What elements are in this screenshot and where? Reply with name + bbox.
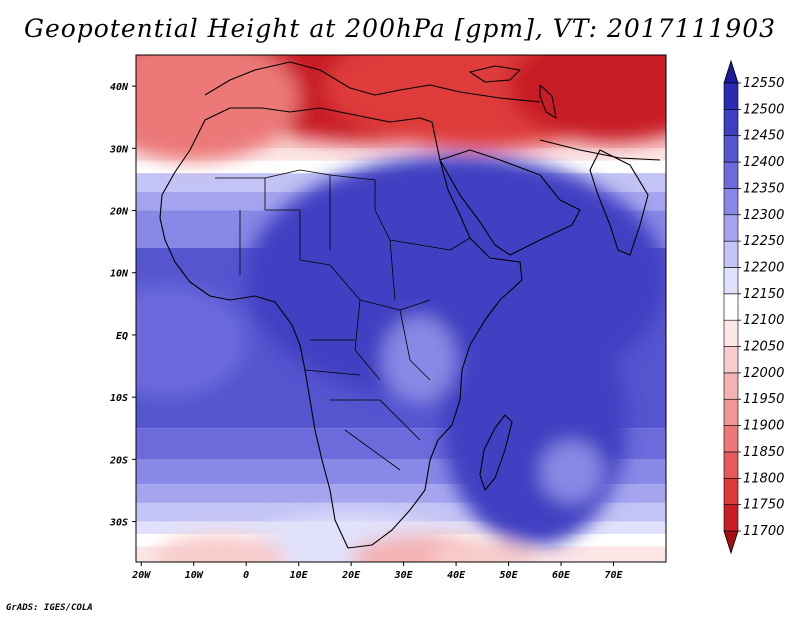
colorbar-max-arrow (723, 59, 739, 84)
iran-coastline (539, 139, 661, 161)
colorbar-segment (723, 188, 739, 216)
lon-tick-label: 20W (131, 570, 151, 581)
longitude-axis: 20W 10W 0 10E 20E 30E 40E 50E 60E 70E (131, 562, 624, 581)
colorbar-label: 12000 (743, 366, 784, 381)
lon-tick-label: 10E (290, 570, 309, 581)
colorbar-segment (723, 161, 739, 189)
lat-tick-label: 10N (110, 269, 129, 280)
arabia-coastline (439, 149, 581, 256)
colorbar-segment (723, 398, 739, 426)
colorbar-label: 12350 (743, 181, 784, 196)
africa-coastline (159, 107, 523, 549)
lon-tick-label: 40E (447, 570, 466, 581)
colorbar: 11700 11750 11800 11850 11900 11950 12000 12050… (723, 59, 784, 555)
lat-tick-label: 10S (110, 393, 128, 404)
india-coastline (589, 149, 649, 256)
madagascar-coastline (479, 414, 513, 491)
colorbar-segment (723, 109, 739, 137)
colorbar-label: 12050 (743, 340, 784, 355)
lon-tick-label: 70E (604, 570, 623, 581)
height-anomaly (382, 316, 457, 404)
colorbar-segment (723, 477, 739, 505)
colorbar-segment (723, 214, 739, 242)
caspian-coastline (469, 65, 557, 119)
colorbar-label: 12450 (743, 129, 784, 144)
latitude-axis: 40N 30N 20N 10N EQ 10S 20S 30S (109, 82, 136, 529)
height-field (136, 55, 666, 562)
height-anomaly (154, 534, 286, 562)
colorbar-label: 12500 (743, 102, 784, 117)
lat-tick-label: 30N (109, 144, 129, 155)
colorbar-label: 12100 (743, 313, 784, 328)
colorbar-segment (723, 82, 739, 110)
height-anomaly (540, 440, 604, 503)
lat-tick-label: 20S (109, 455, 128, 466)
lat-tick-label: EQ (116, 331, 128, 342)
lon-tick-label: 0 (243, 570, 249, 581)
colorbar-label: 11700 (743, 524, 784, 539)
grads-credit: GrADS: IGES/COLA (6, 603, 93, 613)
map-frame (135, 54, 667, 563)
colorbar-label: 12550 (743, 76, 784, 91)
height-band (136, 148, 666, 161)
lat-tick-label: 20N (109, 207, 129, 218)
lon-tick-label: 50E (500, 570, 519, 581)
lon-tick-label: 60E (552, 570, 571, 581)
geopotential-map: 20W 10W 0 10E 20E 30E 40E 50E 60E 70E 40N 30N 20N 10… (109, 54, 784, 581)
colorbar-label: 11750 (743, 498, 784, 513)
europe-coastline (204, 61, 541, 103)
height-anomaly (442, 297, 627, 547)
height-anomaly (429, 540, 535, 562)
colorbar-label: 12300 (743, 208, 784, 223)
colorbar-segment (723, 267, 739, 295)
colorbar-segment (723, 135, 739, 163)
colorbar-label: 11850 (743, 445, 784, 460)
map-title: Geopotential Height at 200hPa [gpm], VT:… (23, 14, 777, 43)
lon-tick-label: 10W (185, 570, 204, 581)
coastlines (159, 61, 661, 549)
country-borders (215, 169, 471, 471)
colorbar-label: 11800 (743, 471, 784, 486)
colorbar-segment (723, 372, 739, 400)
lat-tick-label: 40N (110, 82, 129, 93)
colorbar-segment (723, 451, 739, 479)
colorbar-segment (723, 346, 739, 374)
lon-tick-label: 30E (394, 570, 414, 581)
height-anomaly (136, 55, 299, 161)
height-anomaly (136, 285, 247, 398)
colorbar-segment (723, 319, 739, 347)
colorbar-segment (723, 240, 739, 268)
colorbar-segment (723, 293, 739, 321)
height-anomaly (508, 55, 666, 143)
colorbar-label: 11950 (743, 392, 784, 407)
colorbar-label: 12400 (743, 155, 784, 170)
colorbar-segment (723, 504, 739, 532)
colorbar-label: 12250 (743, 234, 784, 249)
colorbar-label: 12200 (743, 260, 784, 275)
lon-tick-label: 20E (341, 570, 361, 581)
colorbar-segment (723, 425, 739, 453)
colorbar-min-arrow (723, 530, 739, 555)
colorbar-label: 12150 (743, 287, 784, 302)
colorbar-label: 11900 (743, 419, 784, 434)
lat-tick-label: 30S (109, 518, 128, 529)
